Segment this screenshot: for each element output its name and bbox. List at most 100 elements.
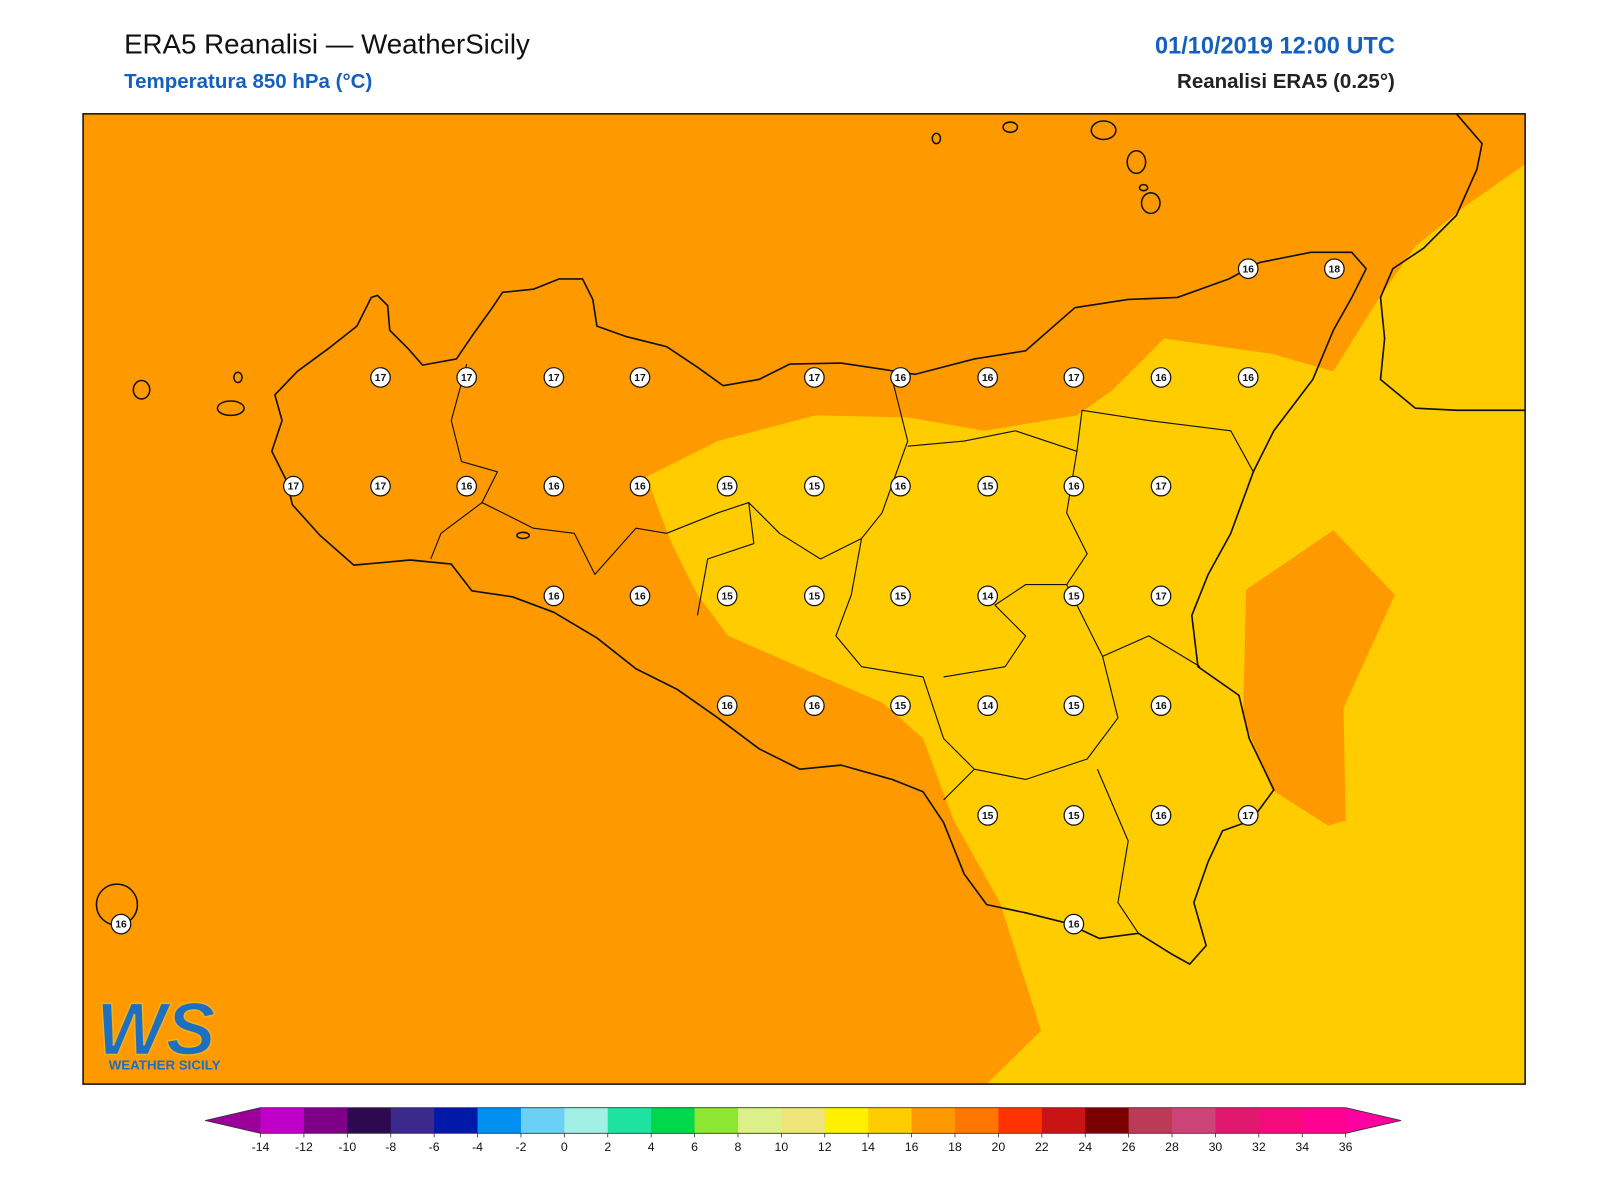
colorbar-under xyxy=(205,1107,261,1134)
station-marker xyxy=(890,475,911,497)
station-marker xyxy=(716,695,738,716)
colorbar-bin xyxy=(781,1107,826,1134)
colorbar-bin xyxy=(477,1107,522,1134)
station-value: 16 xyxy=(1155,811,1167,822)
station-value: 15 xyxy=(895,701,907,712)
station-value: 16 xyxy=(721,701,733,712)
station-marker xyxy=(1237,805,1259,826)
station-value: 17 xyxy=(461,373,473,384)
colorbar-bin xyxy=(954,1107,999,1134)
station-value: 17 xyxy=(288,482,300,493)
field-orange-blob xyxy=(1243,530,1395,826)
station-value: 17 xyxy=(375,482,387,493)
station-value: 16 xyxy=(1155,701,1167,712)
station: 17 xyxy=(1237,805,1259,826)
station: 17 xyxy=(1063,367,1085,388)
station: 17 xyxy=(282,475,304,497)
colorbar-bin xyxy=(260,1107,305,1134)
station: 15 xyxy=(977,475,999,497)
station-value: 16 xyxy=(1155,373,1167,384)
station: 16 xyxy=(543,475,565,497)
station: 17 xyxy=(629,367,651,388)
colorbar-tick-label: 0 xyxy=(561,1140,568,1154)
station-marker xyxy=(1323,258,1345,280)
station-marker xyxy=(803,367,825,388)
station: 18 xyxy=(1323,258,1345,280)
station: 16 xyxy=(456,475,478,497)
station-marker xyxy=(543,367,565,388)
colorbar-tick-label: 10 xyxy=(775,1140,789,1154)
map-frame xyxy=(82,113,1526,1085)
station-value: 15 xyxy=(982,811,994,822)
station-marker xyxy=(629,475,651,497)
station: 17 xyxy=(370,367,391,388)
station-marker xyxy=(1063,585,1085,607)
colorbar-tick-label: 2 xyxy=(604,1140,611,1154)
station-marker xyxy=(1063,805,1085,826)
colorbar-bin xyxy=(737,1107,782,1134)
station-value: 16 xyxy=(895,482,907,493)
colorbar-bin xyxy=(434,1107,479,1134)
station-marker xyxy=(890,695,911,716)
source: Reanalisi ERA5 (0.25°) xyxy=(1177,70,1395,93)
station-marker xyxy=(543,475,565,497)
station-marker xyxy=(456,367,478,388)
station-value: 17 xyxy=(375,373,387,384)
station: 17 xyxy=(370,475,391,497)
station-value: 15 xyxy=(1068,591,1080,602)
station: 16 xyxy=(543,585,565,607)
station: 16 xyxy=(629,585,651,607)
station-marker xyxy=(629,585,651,607)
province-borders xyxy=(430,363,1254,934)
station-marker xyxy=(803,585,825,607)
islands xyxy=(95,120,1161,926)
station: 14 xyxy=(977,585,999,607)
station: 15 xyxy=(1063,805,1085,826)
station-marker xyxy=(803,475,825,497)
colorbar-bin xyxy=(824,1107,869,1134)
station-marker xyxy=(977,585,999,607)
station-marker xyxy=(1150,367,1172,388)
station-marker xyxy=(977,695,999,716)
colorbar-tick-label: 14 xyxy=(861,1140,875,1154)
station-marker xyxy=(977,475,999,497)
station-value: 16 xyxy=(1068,482,1080,493)
station-marker xyxy=(890,367,911,388)
station: 17 xyxy=(1150,585,1172,607)
station: 16 xyxy=(890,475,911,497)
station-marker xyxy=(977,367,999,388)
colorbar-tick-label: 22 xyxy=(1035,1140,1049,1154)
colorbar-bin xyxy=(651,1107,696,1134)
station: 15 xyxy=(803,475,825,497)
station: 16 xyxy=(1063,913,1085,935)
field-yellow xyxy=(646,164,1526,1085)
station: 16 xyxy=(1150,695,1172,716)
station-marker xyxy=(629,367,651,388)
station: 15 xyxy=(890,585,911,607)
station-marker xyxy=(1237,367,1259,388)
colorbar-bin xyxy=(694,1107,739,1134)
station: 15 xyxy=(977,805,999,826)
map-area: 17 17 17 17 17 16 16 17 16 16 16 18 17 17 16 16 16 15 15 16… xyxy=(82,113,1526,1085)
colorbar-bin xyxy=(1302,1107,1347,1134)
colorbar-tick-label: -6 xyxy=(429,1140,440,1154)
station-marker xyxy=(1150,475,1172,497)
station: 16 xyxy=(1150,367,1172,388)
colorbar-bin xyxy=(1172,1107,1216,1134)
colorbar-tick-label: 36 xyxy=(1339,1140,1353,1154)
calabria-coast xyxy=(1379,113,1526,412)
colorbar-tick-label: 34 xyxy=(1295,1140,1309,1154)
station: 15 xyxy=(803,585,825,607)
subtitle: Temperatura 850 hPa (°C) xyxy=(124,70,372,93)
station-value: 15 xyxy=(721,591,733,602)
station-marker xyxy=(110,913,132,935)
station-value: 17 xyxy=(809,373,821,384)
station-value: 16 xyxy=(634,482,646,493)
colorbar-bin xyxy=(607,1107,652,1134)
station-marker xyxy=(1150,585,1172,607)
colorbar-bin xyxy=(1085,1107,1130,1134)
station-value: 15 xyxy=(1068,701,1080,712)
colorbar-bin xyxy=(520,1107,565,1134)
